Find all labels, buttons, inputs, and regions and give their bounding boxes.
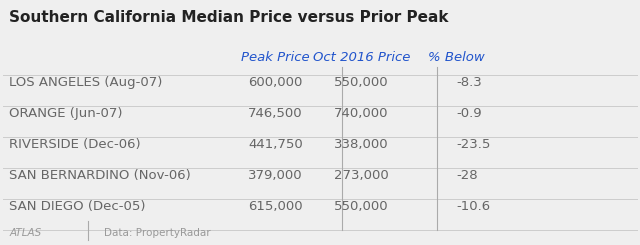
Text: Peak Price: Peak Price: [241, 51, 310, 64]
Text: -0.9: -0.9: [456, 107, 482, 120]
Text: Oct 2016 Price: Oct 2016 Price: [312, 51, 410, 64]
Text: ORANGE (Jun-07): ORANGE (Jun-07): [9, 107, 123, 120]
Text: 338,000: 338,000: [334, 138, 388, 151]
Text: Data: PropertyRadar: Data: PropertyRadar: [104, 228, 211, 238]
Text: 615,000: 615,000: [248, 200, 303, 213]
Text: 600,000: 600,000: [248, 76, 303, 89]
Text: SAN BERNARDINO (Nov-06): SAN BERNARDINO (Nov-06): [9, 169, 191, 182]
Text: 740,000: 740,000: [334, 107, 388, 120]
Text: % Below: % Below: [428, 51, 484, 64]
Text: 379,000: 379,000: [248, 169, 303, 182]
Text: 550,000: 550,000: [334, 200, 388, 213]
Text: -28: -28: [456, 169, 478, 182]
Text: SAN DIEGO (Dec-05): SAN DIEGO (Dec-05): [9, 200, 146, 213]
Text: Southern California Median Price versus Prior Peak: Southern California Median Price versus …: [9, 10, 449, 25]
Text: 441,750: 441,750: [248, 138, 303, 151]
Text: -8.3: -8.3: [456, 76, 482, 89]
Text: -23.5: -23.5: [456, 138, 491, 151]
Text: 746,500: 746,500: [248, 107, 303, 120]
Text: RIVERSIDE (Dec-06): RIVERSIDE (Dec-06): [9, 138, 141, 151]
Text: 273,000: 273,000: [334, 169, 388, 182]
Text: 550,000: 550,000: [334, 76, 388, 89]
Text: -10.6: -10.6: [456, 200, 490, 213]
Text: LOS ANGELES (Aug-07): LOS ANGELES (Aug-07): [9, 76, 163, 89]
Text: ATLAS: ATLAS: [9, 228, 42, 238]
